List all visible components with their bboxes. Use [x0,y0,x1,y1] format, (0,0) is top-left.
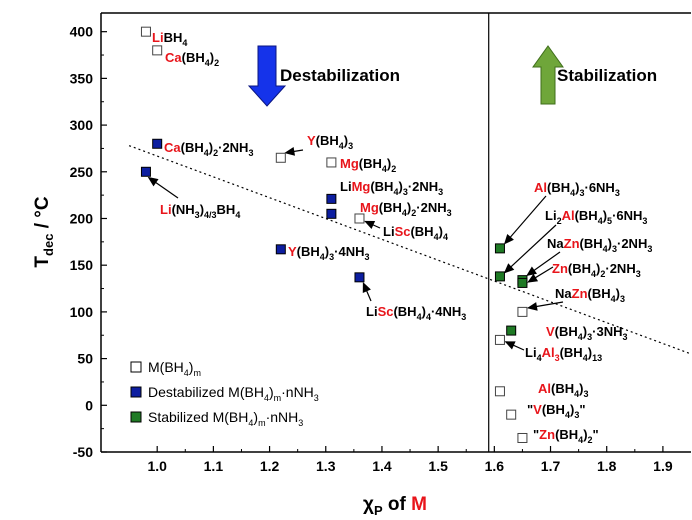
point-destabilized-2 [327,194,336,203]
stabilization-annotation: Stabilization [533,46,657,104]
label-znbh4-2-quoted: "Zn(BH4)2" [533,427,599,445]
label-znbh4-2-2nh3: Zn(BH4)2·2NH3 [552,261,641,279]
x-tick-label: 1.4 [372,458,392,474]
x-ticks: 1.0 1.1 1.2 1.3 1.4 1.5 1.6 1.7 1.8 1.9 [147,446,672,474]
legend-label-destabilized: Destabilized M(BH4)m·nNH3 [148,384,319,403]
label-ybh4-3-4nh3: Y(BH4)3·4NH3 [288,244,370,262]
y-axis-title: Tdec / °C [32,196,56,267]
y-tick-label: 250 [70,164,94,180]
label-vbh4-3-3nh3: V(BH4)3·3NH3 [546,324,628,342]
x-tick-label: 1.5 [428,458,448,474]
point-M-8 [507,410,516,419]
label-linh3-bh4: Li(NH3)4/3BH4 [160,202,240,220]
point-stabilized-4 [507,326,516,335]
legend-label-m: M(BH4)m [148,359,201,378]
legend-marker-destabilized [131,387,141,397]
y-tick-label: 100 [70,304,94,320]
label-albh4-3: Al(BH4)3 [538,381,588,399]
point-destabilized-0 [153,139,162,148]
legend: M(BH4)m Destabilized M(BH4)m·nNH3 Stabil… [131,359,319,428]
pointer-liscbh4-4-4nh3-head [363,283,369,292]
stabilization-label: Stabilization [557,66,657,85]
point-M-6 [495,335,504,344]
point-M-0 [141,27,150,36]
label-libh4: LiBH4 [152,30,187,48]
point-destabilized-4 [276,245,285,254]
x-tick-label: 1.2 [260,458,280,474]
pointer-linh3-bh4-head [149,178,158,185]
label-cabh4-2: Ca(BH4)2 [165,50,219,68]
point-destabilized-3 [327,209,336,218]
pointer-liscbh4-4-head [365,221,374,227]
pointer-nazn-bh4-3-head [528,303,536,310]
y-tick-label: 200 [70,210,94,226]
point-M-2 [276,153,285,162]
label-nazn-bh4-3: NaZn(BH4)3 [555,286,625,304]
point-destabilized-1 [141,167,150,176]
y-tick-label: 350 [70,70,94,86]
x-tick-label: 1.9 [653,458,673,474]
point-stabilized-3 [518,278,527,287]
y-tick-label: 50 [77,351,93,367]
point-M-4 [355,214,364,223]
label-albh4-3-6nh3: Al(BH4)3·6NH3 [534,180,620,198]
x-tick-label: 1.8 [597,458,617,474]
x-tick-label: 1.0 [147,458,167,474]
label-cabh4-2-2nh3: Ca(BH4)2·2NH3 [164,140,253,158]
data-points [141,27,526,442]
destabilization-label: Destabilization [280,66,400,85]
pointer-albh4-3-6nh3-line [505,196,546,243]
y-tick-label: 300 [70,117,94,133]
label-vbh4-3-quoted: "V(BH4)3" [527,402,586,420]
point-destabilized-5 [355,273,364,282]
legend-marker-stabilized [131,412,141,422]
x-tick-label: 1.3 [316,458,336,474]
pointer-nazn-2nh3-head [527,268,536,275]
label-limgbh4-3-2nh3: LiMg(BH4)3·2NH3 [340,179,443,197]
point-M-3 [327,158,336,167]
label-liscbh4-4: LiSc(BH4)4 [383,224,448,242]
x-axis-title: χP of M [363,494,427,518]
y-tick-label: 150 [70,257,94,273]
label-nazn-bh4-3-2nh3: NaZn(BH4)3·2NH3 [547,236,652,254]
point-stabilized-1 [495,272,504,281]
y-tick-label: 400 [70,24,94,40]
y-tick-label: -50 [73,444,93,460]
point-stabilized-0 [495,244,504,253]
pointer-li4al3bh4-13-head [506,342,515,348]
label-li4al3bh4-13: Li4Al3(BH4)13 [525,345,602,363]
x-tick-label: 1.7 [541,458,561,474]
y-tick-label: 0 [85,397,93,413]
point-M-9 [518,433,527,442]
point-M-5 [518,307,527,316]
point-M-1 [153,46,162,55]
point-labels: LiBH4 Ca(BH4)2 Ca(BH4)2·2NH3 Li(NH3)4/3B… [152,30,652,445]
legend-label-stabilized: Stabilized M(BH4)m·nNH3 [148,409,303,428]
x-tick-label: 1.1 [204,458,224,474]
pointer-znbh4-2-2nh3-head [528,275,537,282]
label-mgbh4-2-2nh3: Mg(BH4)2·2NH3 [360,200,452,218]
destabilization-annotation: Destabilization [249,46,400,106]
legend-marker-m [131,362,141,372]
label-mgbh4-2: Mg(BH4)2 [340,156,396,174]
point-M-7 [495,387,504,396]
pointer-ybh4-3-head [286,148,294,155]
label-ybh4-3: Y(BH4)3 [307,133,353,151]
label-liscbh4-4-4nh3: LiSc(BH4)4·4NH3 [366,304,466,322]
label-li2albh4-5-6nh3: Li2Al(BH4)5·6NH3 [545,208,647,226]
x-tick-label: 1.6 [485,458,505,474]
